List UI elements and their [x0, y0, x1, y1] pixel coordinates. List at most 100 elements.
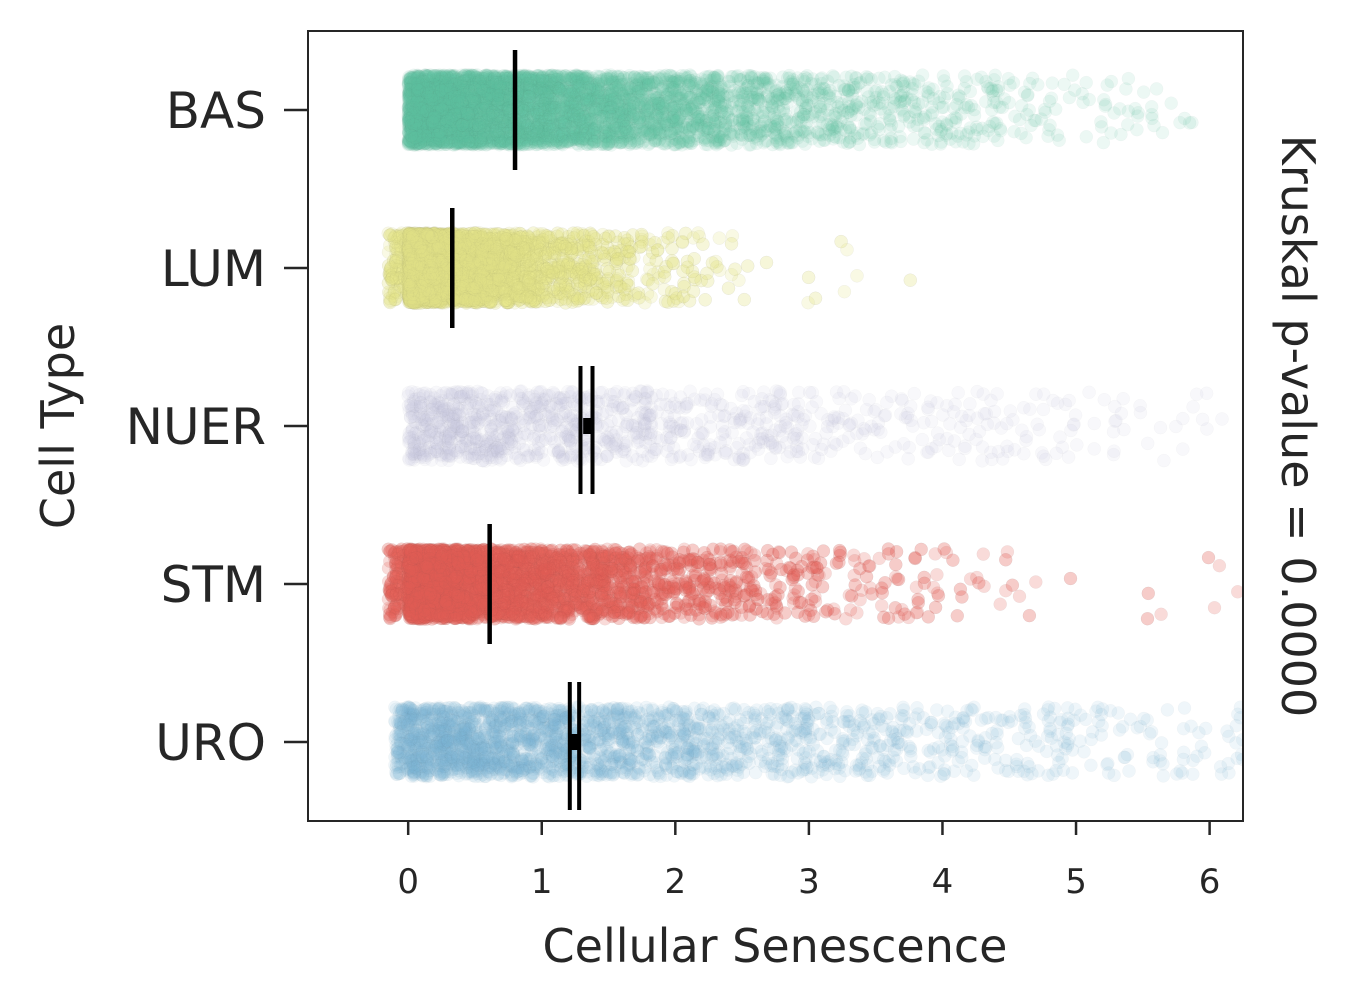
point — [652, 89, 667, 104]
point — [461, 116, 475, 130]
point — [423, 130, 438, 144]
point — [565, 89, 580, 104]
point — [1130, 109, 1145, 123]
point — [570, 68, 585, 83]
point — [446, 105, 461, 119]
point — [488, 69, 502, 84]
point — [705, 84, 719, 99]
point — [440, 85, 455, 100]
point — [555, 137, 570, 152]
point — [1136, 85, 1151, 99]
point — [475, 96, 490, 110]
point — [474, 103, 488, 118]
point — [717, 127, 732, 141]
point — [458, 68, 472, 83]
point — [535, 136, 550, 150]
point — [644, 81, 659, 96]
point — [852, 137, 867, 152]
point — [444, 91, 459, 105]
point — [531, 83, 545, 97]
point — [452, 123, 467, 138]
point — [649, 90, 664, 105]
point — [538, 74, 553, 89]
point — [450, 77, 464, 92]
point — [565, 132, 580, 147]
point — [534, 92, 548, 106]
point — [827, 70, 841, 84]
point — [910, 118, 924, 133]
point — [546, 95, 560, 110]
point — [788, 129, 802, 143]
point — [497, 93, 511, 108]
point — [608, 91, 623, 106]
point — [576, 115, 591, 129]
point — [601, 105, 616, 119]
point — [590, 126, 605, 140]
point — [604, 93, 618, 108]
point — [936, 69, 951, 83]
point — [627, 70, 642, 84]
point — [818, 133, 832, 147]
point — [957, 69, 972, 83]
point — [800, 90, 815, 104]
point — [1130, 122, 1144, 137]
point — [484, 134, 499, 148]
point — [653, 116, 667, 130]
point — [444, 99, 458, 114]
point — [584, 116, 599, 130]
point — [539, 90, 553, 104]
point — [416, 130, 431, 144]
point — [446, 77, 460, 92]
point — [1079, 130, 1094, 144]
point — [461, 117, 475, 132]
point — [520, 127, 535, 142]
point — [627, 117, 642, 132]
point — [1079, 75, 1093, 90]
point — [1007, 124, 1021, 139]
point — [1164, 96, 1178, 110]
point — [652, 101, 666, 116]
point — [453, 104, 468, 119]
point — [453, 87, 467, 102]
point — [970, 72, 984, 87]
point — [519, 127, 534, 142]
point — [562, 96, 577, 110]
point — [588, 93, 602, 107]
point — [469, 137, 483, 151]
point — [735, 87, 749, 101]
point — [989, 116, 1004, 130]
point — [430, 130, 445, 144]
point — [664, 89, 679, 104]
points-layer — [381, 68, 1243, 784]
point — [1003, 78, 1017, 93]
point — [437, 123, 452, 137]
point — [573, 102, 587, 116]
point — [583, 74, 597, 88]
point — [421, 76, 435, 91]
point — [427, 90, 442, 105]
point — [1119, 82, 1133, 96]
point — [707, 108, 721, 122]
point — [561, 116, 576, 130]
point — [539, 128, 553, 142]
point — [1113, 102, 1127, 116]
point — [587, 76, 601, 90]
point — [485, 98, 499, 112]
point — [703, 69, 717, 84]
point — [653, 96, 667, 111]
point — [436, 104, 450, 119]
point — [575, 99, 589, 113]
point — [820, 74, 835, 88]
point — [872, 71, 886, 86]
point — [578, 77, 592, 91]
point — [1100, 78, 1114, 92]
point — [906, 132, 921, 146]
point — [569, 88, 583, 103]
point — [1045, 76, 1060, 90]
point — [451, 94, 466, 108]
point — [484, 83, 499, 98]
point — [958, 100, 972, 115]
point — [617, 84, 631, 98]
point — [1037, 102, 1052, 117]
point — [671, 123, 685, 138]
